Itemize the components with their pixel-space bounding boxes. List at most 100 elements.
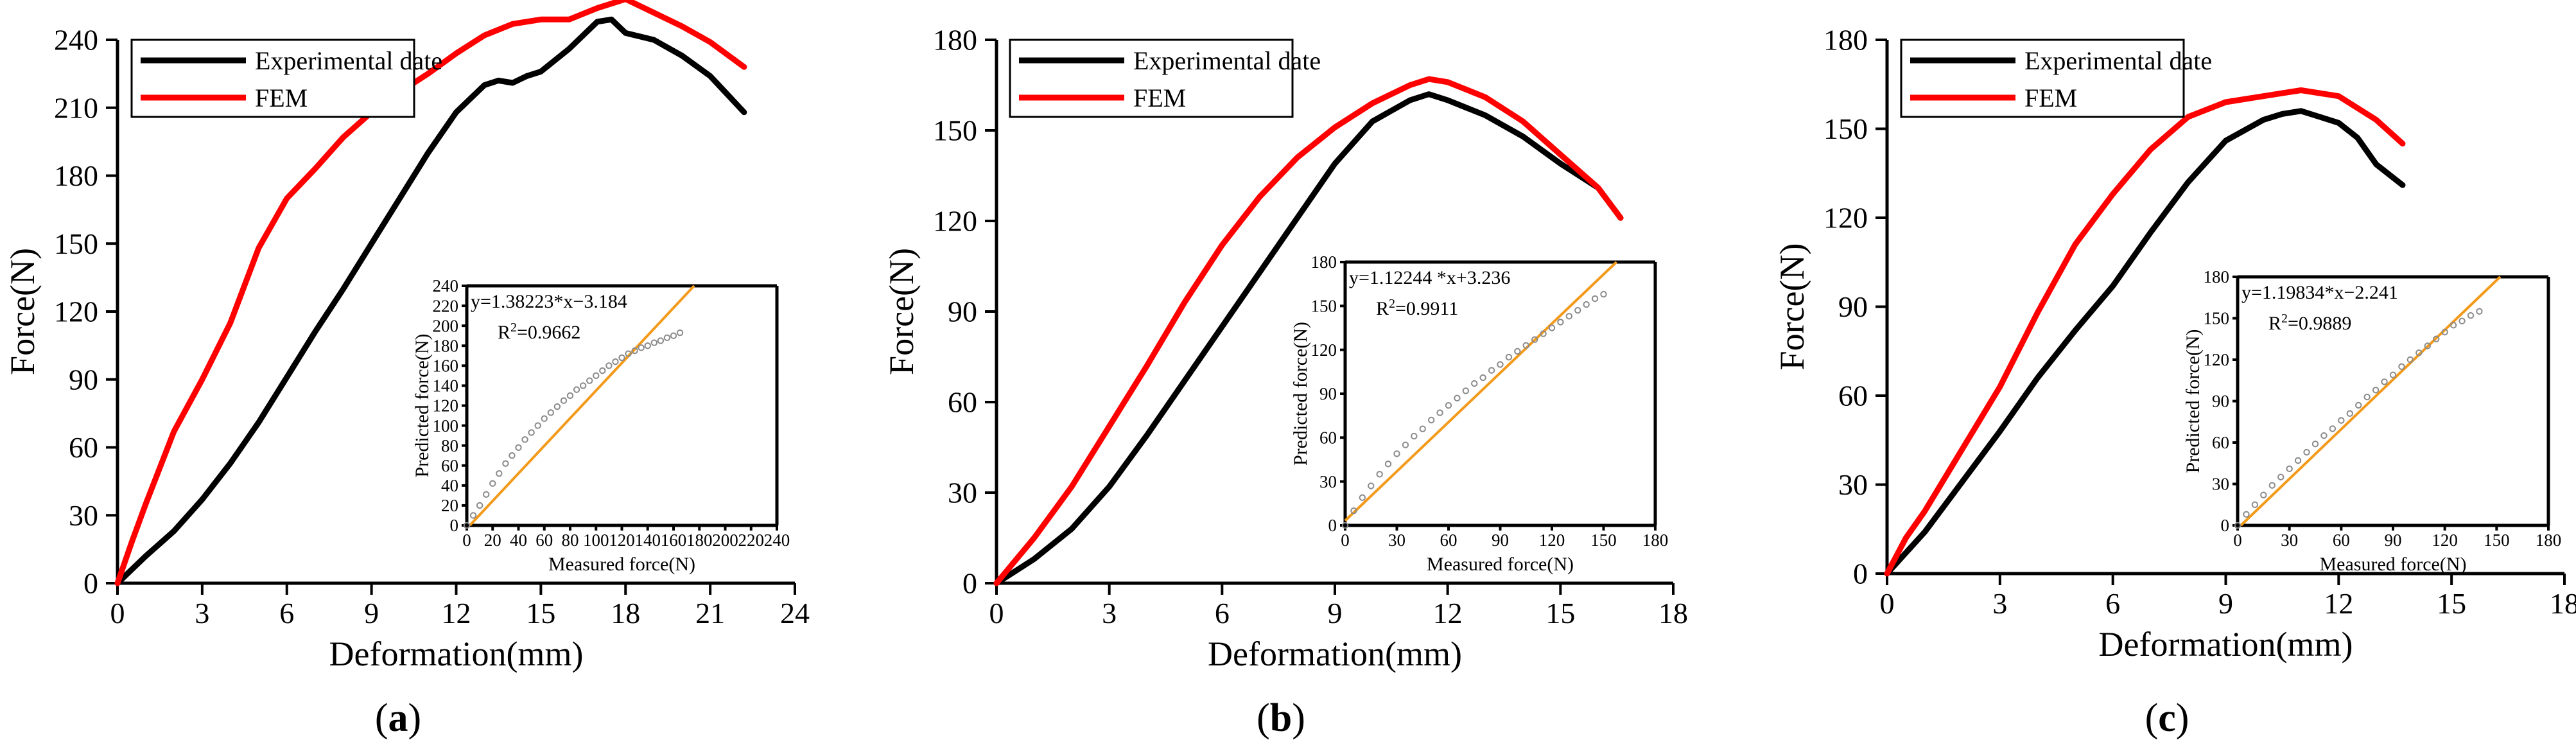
panel-label-letter: c [2158, 696, 2176, 740]
scatter-point [2260, 491, 2267, 498]
fit-line [2240, 276, 2502, 527]
scatter-point [612, 358, 619, 365]
main-y-tick-label: 60 [69, 431, 98, 464]
legend-box [1900, 39, 2185, 118]
scatter-point [2320, 432, 2328, 439]
scatter-point [489, 480, 496, 487]
scatter-point [2389, 371, 2397, 378]
inset-y-tick-label: 100 [433, 416, 459, 435]
main-y-tick-label: 90 [69, 363, 98, 396]
scatter-point [650, 339, 658, 346]
inset-y-axis-title: Predicted force(N) [412, 333, 433, 477]
scatter-point [566, 392, 574, 400]
main-y-tick-label: 180 [1823, 24, 1868, 57]
scatter-point [2441, 328, 2448, 336]
r-squared-label: R [498, 322, 510, 343]
scatter-point [2268, 482, 2276, 489]
scatter-point [1583, 301, 1590, 308]
scatter-point [2450, 322, 2457, 329]
main-x-tick-label: 15 [1545, 597, 1575, 629]
main-x-tick-label: 15 [2437, 587, 2466, 620]
inset-x-tick-label: 60 [1440, 531, 1458, 550]
inset-x-tick-label: 120 [609, 531, 635, 550]
series-line-fem [1884, 87, 2406, 577]
chart-panel-b: 0 3 6 9 12 15 180306090120150180Deformation(mm… [882, 24, 1688, 740]
y-axis-title: Force(N) [882, 248, 921, 375]
main-y-tick-label: 240 [54, 24, 98, 57]
main-x-tick-label: 0 [110, 597, 125, 629]
r-squared-value: =0.9889 [2288, 313, 2351, 334]
scatter-point [496, 470, 503, 477]
panel-label-letter: a [388, 696, 408, 740]
inset-chart: 0 20 40 60 80 100 120 140 160 180 200 220 2400204060… [412, 276, 790, 575]
inset-background [1345, 262, 1655, 525]
legend-box [130, 39, 415, 118]
scatter-point [676, 329, 684, 337]
scatter-point [2372, 387, 2380, 394]
inset-x-tick-label: 0 [462, 531, 471, 550]
panel-label-open-paren: ( [375, 696, 388, 740]
main-x-tick-label: 21 [695, 597, 725, 629]
scatter-point [618, 354, 625, 362]
main-x-tick-label: 15 [526, 597, 555, 629]
inset-x-tick-label: 180 [2536, 531, 2562, 550]
scatter-point [599, 367, 606, 374]
main-y-tick-label: 0 [1853, 558, 1868, 590]
main-x-tick-label: 6 [279, 597, 294, 629]
scatter-point [2476, 308, 2483, 315]
inset-y-tick-label: 0 [450, 516, 459, 535]
main-y-tick-label: 60 [948, 386, 977, 419]
scatter-point [1540, 330, 1547, 337]
scatter-point [670, 332, 677, 339]
inset-x-tick-label: 0 [1341, 531, 1350, 550]
main-x-tick-label: 18 [2550, 587, 2576, 620]
main-x-tick-label: 9 [1328, 597, 1343, 629]
inset-y-tick-label: 60 [441, 456, 458, 475]
inset-x-tick-label: 0 [2233, 531, 2242, 550]
main-x-tick-label: 0 [989, 597, 1004, 629]
legend: Experimental date FEM [1009, 39, 1321, 118]
scatter-point [1591, 295, 1599, 303]
scatter-point [1445, 402, 1452, 409]
scatter-point [463, 522, 471, 529]
scatter-point [1514, 347, 1521, 355]
main-y-tick-label: 30 [1838, 468, 1868, 501]
inset-x-tick-label: 240 [764, 531, 790, 550]
main-x-tick-label: 9 [2218, 587, 2233, 620]
main-y-tick-label: 90 [948, 295, 977, 328]
inset-x-axis-title: Measured force(N) [2319, 554, 2466, 575]
inset-x-tick-label: 40 [510, 531, 527, 550]
inset-y-tick-label: 180 [1311, 252, 1337, 272]
inset-x-tick-label: 60 [535, 531, 553, 550]
main-x-tick-label: 3 [195, 597, 209, 629]
scatter-point [1427, 416, 1435, 424]
scatter-point [541, 415, 548, 422]
scatter-point [2424, 342, 2431, 349]
main-x-tick-label: 24 [780, 597, 810, 629]
inset-x-tick-label: 200 [712, 531, 738, 550]
scatter-point [1462, 387, 1470, 394]
fit-equation: y=1.38223*x−3.184 [471, 291, 627, 312]
inset-y-tick-label: 180 [433, 336, 459, 355]
panel-label-close-paren: ) [408, 696, 422, 740]
scatter-point [605, 362, 613, 369]
fit-equation: y=1.19834*x−2.241 [2241, 282, 2398, 303]
inset-y-tick-label: 60 [2212, 433, 2229, 452]
inset-y-tick-label: 90 [2212, 392, 2229, 411]
main-y-tick-label: 0 [83, 567, 98, 600]
x-axis-title: Deformation(mm) [2099, 625, 2353, 664]
main-y-tick-label: 150 [54, 227, 98, 260]
scatter-point [476, 502, 483, 509]
inset-y-axis-title: Predicted force(N) [2182, 329, 2204, 473]
scatter-point [515, 444, 522, 451]
r-squared-value: =0.9662 [517, 322, 580, 343]
legend-label: FEM [2024, 83, 2077, 112]
r-squared-label: R [1376, 298, 1389, 319]
inset-y-tick-label: 20 [441, 496, 458, 515]
legend: Experimental date FEM [130, 39, 442, 118]
inset-x-axis-title: Measured force(N) [1427, 554, 1574, 575]
r-squared-value: =0.9911 [1395, 298, 1458, 319]
inset-y-tick-label: 0 [2221, 516, 2230, 535]
scatter-point [502, 460, 509, 467]
